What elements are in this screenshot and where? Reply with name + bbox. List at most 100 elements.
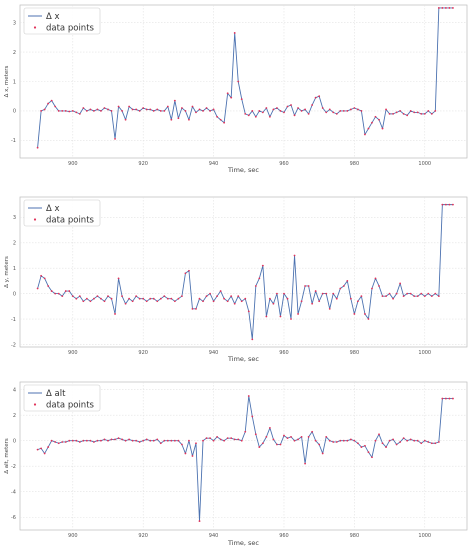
data-point [335, 297, 338, 300]
data-point [374, 439, 377, 442]
data-point [374, 277, 377, 280]
data-point [244, 112, 247, 115]
x-tick-label: 1000 [418, 350, 431, 356]
data-point [420, 112, 423, 115]
data-point [268, 427, 271, 429]
data-point [364, 313, 366, 315]
data-point [156, 438, 159, 441]
data-point [50, 290, 53, 292]
data-point [177, 297, 180, 300]
data-point [388, 292, 391, 295]
data-point [286, 437, 289, 440]
data-point [385, 446, 387, 448]
data-point [71, 439, 74, 442]
data-point [251, 110, 254, 112]
y-axis-label: Δ x, meters [4, 66, 10, 98]
data-point [159, 297, 162, 300]
x-axis-label: Time, sec [227, 166, 259, 174]
data-point [205, 437, 208, 440]
data-point [156, 300, 159, 303]
x-axis-label: Time, sec [227, 539, 259, 547]
data-point [230, 295, 233, 298]
data-point [367, 127, 370, 130]
data-point [128, 105, 131, 108]
data-point [57, 110, 60, 112]
data-point [318, 443, 321, 446]
data-point [43, 108, 46, 111]
data-point [406, 114, 409, 117]
data-point [78, 112, 81, 115]
data-point [219, 438, 222, 441]
data-point [437, 441, 440, 443]
data-point [47, 285, 50, 287]
y-tick-label: 1 [13, 266, 16, 272]
data-point [276, 107, 278, 109]
data-point [124, 302, 127, 305]
data-point [300, 435, 303, 438]
y-tick-label: 0 [13, 109, 16, 115]
data-point [114, 438, 116, 441]
data-point [427, 110, 430, 112]
data-point [173, 439, 176, 442]
data-point [328, 108, 331, 111]
data-point [402, 112, 405, 115]
data-point [61, 110, 64, 112]
data-point [226, 92, 229, 95]
data-point [240, 300, 243, 303]
data-point [437, 7, 440, 9]
chart-panel-1: 900 920 940 960 980 1000 -1 0 1 2 3 Time, sec Δ x, m… [4, 4, 468, 174]
y-tick-label: 0 [13, 291, 16, 297]
y-tick-label: 1 [13, 79, 16, 85]
data-point [135, 295, 138, 298]
data-point [184, 110, 187, 112]
data-point [85, 439, 88, 442]
x-axis-label: Time, sec [227, 355, 259, 363]
data-point [96, 108, 99, 111]
data-point [349, 297, 352, 300]
data-point [110, 297, 113, 300]
legend-box [23, 199, 101, 227]
data-point [325, 435, 328, 438]
x-tick-label: 920 [138, 161, 148, 167]
x-tick-label: 1000 [418, 161, 431, 167]
data-point [430, 442, 433, 445]
data-point [346, 110, 349, 112]
legend-point-swatch [33, 26, 37, 29]
data-point [297, 438, 299, 441]
y-tick-label: 3 [13, 20, 16, 26]
data-point [392, 297, 394, 300]
data-point [279, 443, 282, 446]
data-point [311, 430, 314, 433]
data-point [328, 439, 331, 442]
data-point [385, 295, 387, 298]
data-point [251, 415, 254, 418]
data-point [395, 292, 398, 295]
data-point [78, 295, 81, 298]
data-point [321, 292, 324, 295]
legend-points-label: data points [46, 216, 95, 226]
data-point [163, 110, 166, 112]
data-point [335, 112, 338, 115]
x-tick-label: 920 [138, 533, 148, 539]
data-point [156, 108, 159, 111]
y-tick-label: -1 [11, 317, 16, 323]
data-point [332, 441, 335, 443]
x-tick-label: 960 [279, 350, 289, 356]
data-point [399, 282, 402, 285]
data-point [434, 292, 437, 295]
data-point [166, 439, 169, 442]
data-point [188, 439, 190, 442]
data-point [360, 295, 363, 298]
data-point [251, 338, 254, 341]
data-point [82, 107, 85, 109]
data-point [68, 110, 71, 113]
data-point [117, 105, 120, 108]
data-point [223, 439, 226, 442]
data-point [47, 102, 50, 105]
data-point [272, 302, 275, 305]
data-point [328, 307, 331, 310]
data-point [85, 297, 88, 300]
data-point [138, 441, 141, 443]
data-point [216, 295, 219, 298]
